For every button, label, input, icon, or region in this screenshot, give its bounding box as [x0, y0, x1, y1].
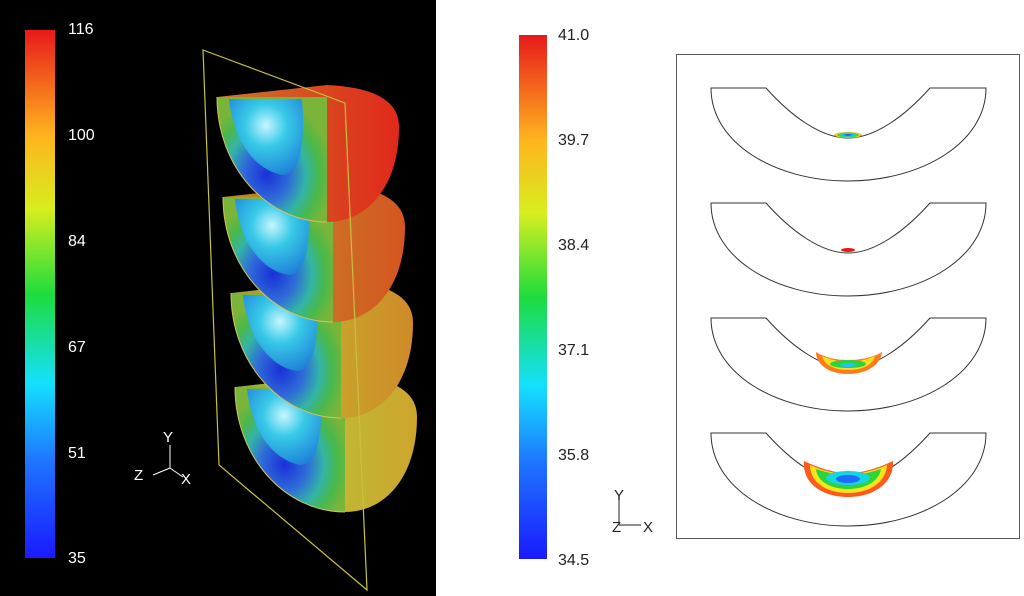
left-colorbar-tick: 67: [68, 339, 86, 356]
left-colorbar-tick: 100: [68, 127, 95, 144]
right-axis-x-label: X: [643, 519, 654, 536]
right-axis-y-label: Y: [614, 487, 625, 504]
left-axis-x-label: X: [181, 471, 192, 488]
right-colorbar-tick: 35.8: [558, 447, 590, 464]
cross-section-4: [710, 432, 987, 527]
left-axis-triad: [152, 445, 184, 478]
left-colorbar-tick: 84: [68, 233, 86, 250]
left-colorbar: [25, 30, 55, 558]
right-axis-z-label: Z: [612, 519, 622, 536]
left-colorbar-tick: 51: [68, 445, 86, 462]
right-colorbar-tick: 34.5: [558, 552, 590, 569]
left-3d-view: 116 100 84 67 51 35: [0, 0, 436, 596]
left-colorbar-tick: 116: [68, 21, 94, 38]
right-2d-view: 41.0 39.7 38.4 37.1 35.8 34.5: [436, 0, 1024, 596]
right-colorbar: [519, 35, 547, 559]
right-colorbar-tick: 39.7: [558, 132, 590, 149]
right-axis-triad: [618, 498, 641, 526]
cross-section-3: [710, 317, 987, 412]
left-axis-y-label: Y: [163, 429, 174, 446]
bowl-section-1: [216, 85, 399, 223]
stacked-bowls-3d: [202, 49, 417, 592]
bowl-section-3: [230, 281, 413, 419]
left-axis-z-label: Z: [134, 467, 144, 484]
section-frame: [676, 54, 1020, 539]
cutting-plane: [202, 49, 368, 592]
right-colorbar-tick: 41.0: [558, 27, 590, 44]
cross-section-2: [710, 202, 987, 297]
cross-section-1: [710, 87, 987, 182]
left-colorbar-tick: 35: [68, 550, 86, 567]
bowl-section-2: [222, 185, 405, 323]
right-colorbar-tick: 37.1: [558, 342, 590, 359]
right-colorbar-tick: 38.4: [558, 237, 590, 254]
